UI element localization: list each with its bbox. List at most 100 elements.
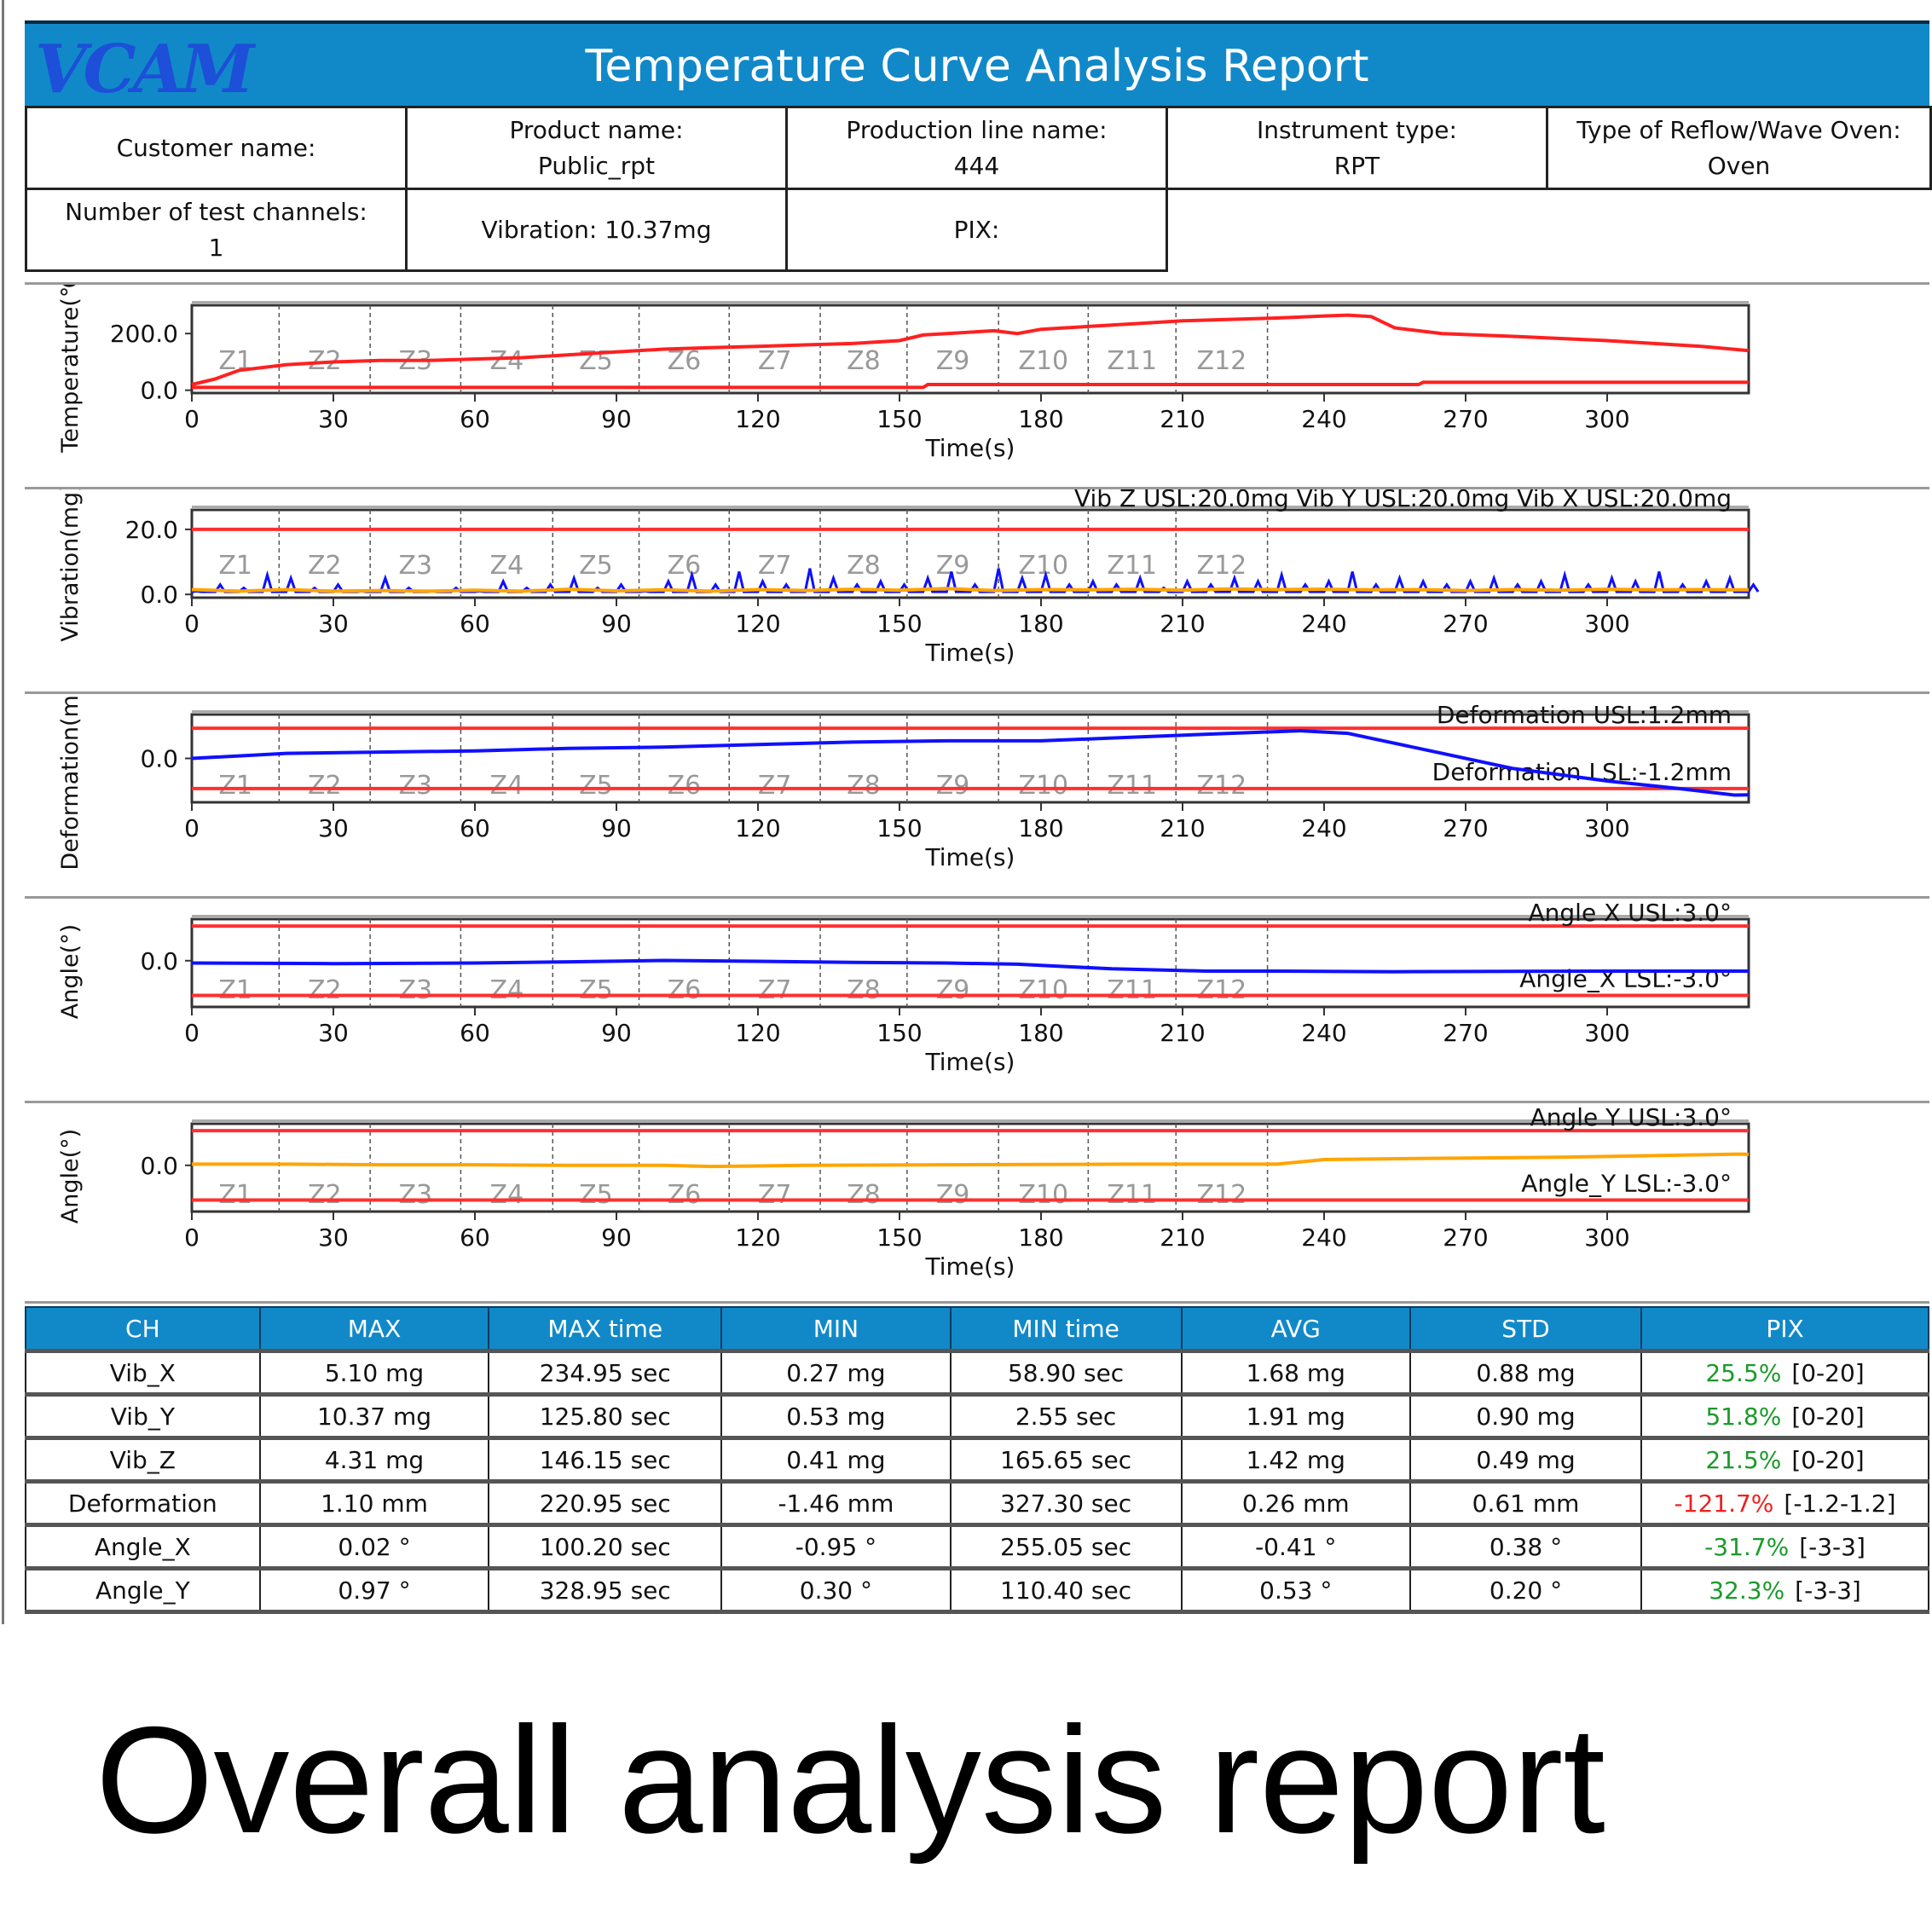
- x-tick-label: 0: [184, 1223, 200, 1252]
- table-cell: 5.10 mg: [258, 1350, 490, 1397]
- x-tick-label: 150: [876, 1223, 922, 1252]
- zone-label: Z1: [218, 551, 252, 581]
- pix-value: 25.5%: [1705, 1358, 1782, 1387]
- zone-label: Z6: [668, 1180, 702, 1210]
- table-cell: 255.05 sec: [949, 1524, 1183, 1570]
- limit-label: Angle Y USL:3.0°: [1530, 1103, 1732, 1131]
- x-tick-label: 240: [1301, 1019, 1346, 1047]
- info-cell: Vibration: 10.37mg: [405, 188, 788, 272]
- info-cell: PIX:: [785, 188, 1168, 272]
- info-cell: Type of Reflow/Wave Oven: Oven: [1546, 106, 1932, 190]
- info-label: Production line name:: [846, 115, 1108, 144]
- caption: Overall analysis report: [95, 1695, 1605, 1865]
- info-label: Customer name:: [116, 133, 316, 162]
- zone-label: Z11: [1107, 771, 1157, 801]
- x-tick-label: 0: [184, 610, 200, 638]
- zone-label: Z4: [490, 1180, 524, 1210]
- zone-label: Z12: [1197, 551, 1247, 581]
- limit-label: Vib Z USL:20.0mg Vib Y USL:20.0mg Vib X …: [1074, 489, 1732, 512]
- zone-label: Z8: [847, 771, 881, 801]
- series-vib_x: [191, 587, 1750, 593]
- zone-label: Z2: [308, 551, 342, 581]
- table-cell: -1.46 mm: [720, 1480, 952, 1527]
- info-cell: Customer name:: [25, 106, 408, 190]
- zone-label: Z1: [218, 975, 252, 1005]
- pix-cell: 32.3% [-3-3]: [1640, 1567, 1929, 1614]
- table-row: Vib_Z 4.31 mg 146.15 sec 0.41 mg 165.65 sec 1…: [25, 1437, 1929, 1484]
- table-cell: 0.49 mg: [1409, 1437, 1643, 1484]
- plot-area: [190, 508, 1750, 599]
- info-label: Instrument type:: [1257, 115, 1457, 144]
- x-tick-label: 60: [460, 814, 490, 842]
- table-cell: 58.90 sec: [949, 1350, 1183, 1397]
- series-angle_x: [191, 958, 1749, 974]
- pix-cell: -31.7% [-3-3]: [1640, 1524, 1929, 1570]
- y-tick-label: 0.0: [140, 377, 178, 405]
- zone-label: Z3: [398, 771, 432, 801]
- pix-value: 32.3%: [1709, 1576, 1785, 1605]
- pix-range: [0-20]: [1791, 1402, 1865, 1431]
- zone-label: Z2: [308, 975, 342, 1005]
- x-tick-label: 180: [1018, 1223, 1063, 1252]
- pix-cell: 25.5% [0-20]: [1640, 1350, 1929, 1397]
- info-value: Oven: [1707, 151, 1771, 180]
- zone-label: Z8: [847, 1180, 881, 1210]
- table-cell: 327.30 sec: [949, 1480, 1183, 1527]
- report-title-bar: VCAM Temperature Curve Analysis Report: [25, 20, 1929, 111]
- zone-label: Z5: [579, 1180, 613, 1210]
- table-cell: 10.37 mg: [258, 1393, 490, 1440]
- zone-label: Z9: [936, 771, 970, 801]
- chart-panel: Z1 Z2 Z3 Z4 Z5 Z6 Z7 Z8 Z9 Z10 Z11 Z12 Deformation U…: [25, 691, 1929, 894]
- y-axis-label: Vibration(mg): [57, 489, 84, 642]
- x-tick-label: 120: [735, 1223, 780, 1252]
- y-tick-label: 0.0: [140, 581, 178, 609]
- table-cell: 1.91 mg: [1180, 1393, 1411, 1440]
- x-tick-label: 180: [1018, 814, 1063, 842]
- zone-label: Z5: [579, 771, 613, 801]
- zone-label: Z4: [490, 771, 524, 801]
- x-tick-label: 90: [601, 1223, 632, 1252]
- info-cell: Product name: Public_rpt: [405, 106, 788, 190]
- chart-panel: Z1 Z2 Z3 Z4 Z5 Z6 Z7 Z8 Z9 Z10 Z11 Z12 Vib Z USL:20.…: [25, 487, 1929, 690]
- table-cell: Vib_Z: [25, 1437, 261, 1484]
- chart-3: Z1 Z2 Z3 Z4 Z5 Z6 Z7 Z8 Z9 Z10 Z11 Z12 Angle X USL:3…: [57, 899, 1750, 1076]
- zone-label: Z3: [398, 551, 432, 581]
- table-cell: 1.42 mg: [1180, 1437, 1411, 1484]
- x-tick-label: 210: [1160, 1223, 1205, 1252]
- x-tick-label: 90: [601, 1019, 632, 1047]
- x-tick-label: 60: [460, 405, 490, 433]
- zone-label: Z5: [579, 975, 613, 1005]
- table-cell: Angle_X: [25, 1524, 261, 1570]
- zone-label: Z7: [758, 346, 792, 376]
- zone-label: Z12: [1197, 1180, 1247, 1210]
- series-angle_y: [192, 1152, 1750, 1169]
- zone-label: Z2: [308, 771, 342, 801]
- x-tick-label: 120: [735, 1019, 780, 1047]
- table-row: Angle_Y 0.97 ° 328.95 sec 0.30 ° 110.40 sec 0…: [25, 1567, 1929, 1614]
- x-tick-label: 60: [460, 610, 490, 638]
- pix-cell: -121.7% [-1.2-1.2]: [1640, 1480, 1929, 1527]
- plot-area: [190, 304, 1750, 395]
- column-header: AVG: [1180, 1306, 1411, 1353]
- table-cell: 0.41 mg: [720, 1437, 952, 1484]
- x-tick-label: 120: [735, 405, 780, 433]
- table-cell: 0.53 mg: [720, 1393, 952, 1440]
- table-cell: 165.65 sec: [949, 1437, 1183, 1484]
- pix-value: -31.7%: [1704, 1532, 1790, 1561]
- x-tick-label: 210: [1160, 610, 1205, 638]
- zone-label: Z5: [579, 346, 613, 376]
- x-tick-label: 30: [318, 1019, 349, 1047]
- table-cell: 0.61 mm: [1409, 1480, 1643, 1527]
- x-tick-label: 0: [184, 1019, 200, 1047]
- zone-label: Z8: [847, 346, 881, 376]
- info-value: 1: [208, 233, 224, 262]
- table-cell: -0.95 °: [720, 1524, 952, 1570]
- zone-label: Z7: [758, 771, 792, 801]
- zone-label: Z11: [1107, 551, 1157, 581]
- x-tick-label: 300: [1584, 610, 1629, 638]
- series-temp1: [191, 313, 1750, 386]
- zone-label: Z5: [579, 551, 613, 581]
- x-tick-label: 270: [1443, 1019, 1488, 1047]
- x-tick-label: 240: [1301, 1223, 1346, 1252]
